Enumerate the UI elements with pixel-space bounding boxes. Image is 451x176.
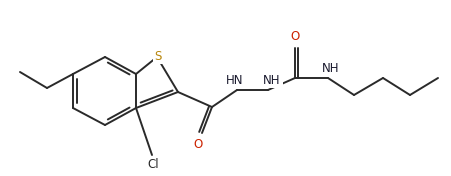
Text: O: O — [193, 139, 202, 152]
Text: S: S — [154, 49, 162, 62]
Text: NH: NH — [263, 74, 281, 86]
Text: HN: HN — [226, 74, 244, 86]
Text: Cl: Cl — [147, 159, 159, 171]
Text: O: O — [290, 30, 299, 43]
Text: NH: NH — [322, 61, 340, 74]
